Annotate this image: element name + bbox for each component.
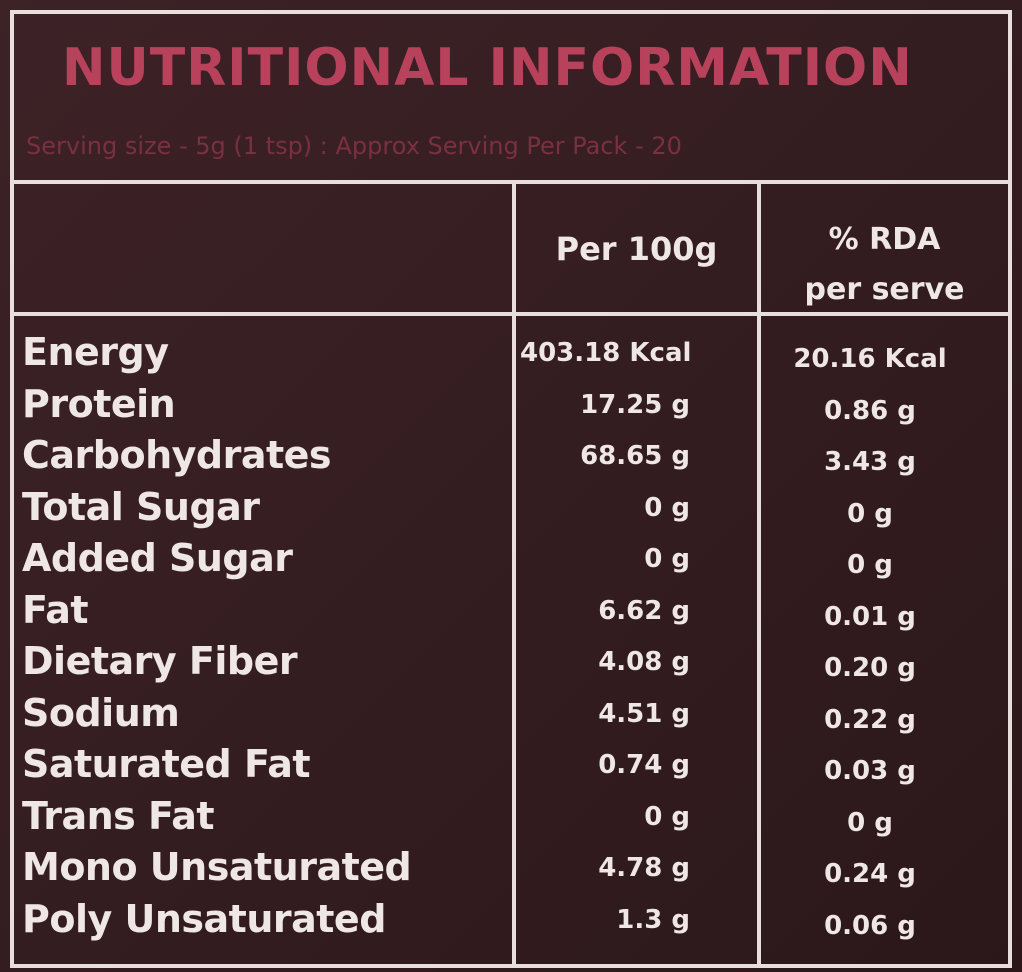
column-header: per serve [804, 272, 965, 307]
rda-value: 0 g [847, 807, 893, 838]
nutrient-name: Protein [22, 381, 176, 426]
border [10, 10, 1012, 14]
nutrient-name: Fat [22, 587, 89, 632]
column-header: Per 100g [555, 230, 718, 268]
nutrient-name: Poly Unsaturated [22, 896, 386, 941]
title: NUTRITIONAL INFORMATION [62, 38, 913, 98]
per-100g-value: 17.25 g [580, 389, 690, 420]
nutrient-name: Sodium [22, 690, 180, 735]
rda-value: 20.16 Kcal [793, 344, 947, 374]
column-header: % RDA [828, 222, 941, 257]
subtitle: Serving size - 5g (1 tsp) : Approx Servi… [26, 132, 682, 160]
per-100g-value: 4.78 g [598, 853, 690, 883]
rda-value: 0 g [847, 550, 893, 580]
nutrient-name: Mono Unsaturated [22, 845, 412, 889]
rda-value: 0.06 g [824, 910, 916, 941]
nutrient-name: Carbohydrates [22, 433, 332, 477]
divider [10, 312, 1012, 316]
nutrient-name: Saturated Fat [22, 742, 311, 786]
rda-value: 0.86 g [824, 395, 916, 426]
per-100g-value: 403.18 Kcal [520, 338, 692, 368]
per-100g-value: 4.08 g [598, 647, 690, 677]
nutrient-name: Total Sugar [22, 484, 260, 529]
column-divider [757, 180, 761, 968]
per-100g-value: 0 g [644, 801, 690, 832]
border [10, 964, 1012, 968]
rda-value: 0.20 g [824, 653, 916, 683]
border [10, 10, 14, 968]
per-100g-value: 4.51 g [598, 698, 690, 729]
per-100g-value: 68.65 g [580, 441, 690, 471]
column-divider [512, 180, 516, 968]
per-100g-value: 0 g [644, 544, 690, 574]
per-100g-value: 1.3 g [616, 904, 690, 935]
rda-value: 3.43 g [824, 447, 916, 477]
nutrient-name: Trans Fat [22, 793, 215, 838]
per-100g-value: 0.74 g [598, 750, 690, 780]
border [1008, 10, 1012, 968]
rda-value: 0.22 g [824, 704, 916, 735]
divider [10, 180, 1012, 184]
nutrient-name: Energy [22, 330, 169, 374]
rda-value: 0.03 g [824, 756, 916, 786]
nutrient-name: Added Sugar [22, 536, 293, 580]
per-100g-value: 0 g [644, 492, 690, 523]
rda-value: 0 g [847, 498, 893, 529]
rda-value: 0.24 g [824, 859, 916, 889]
per-100g-value: 6.62 g [598, 595, 690, 626]
rda-value: 0.01 g [824, 601, 916, 632]
nutrient-name: Dietary Fiber [22, 639, 298, 683]
